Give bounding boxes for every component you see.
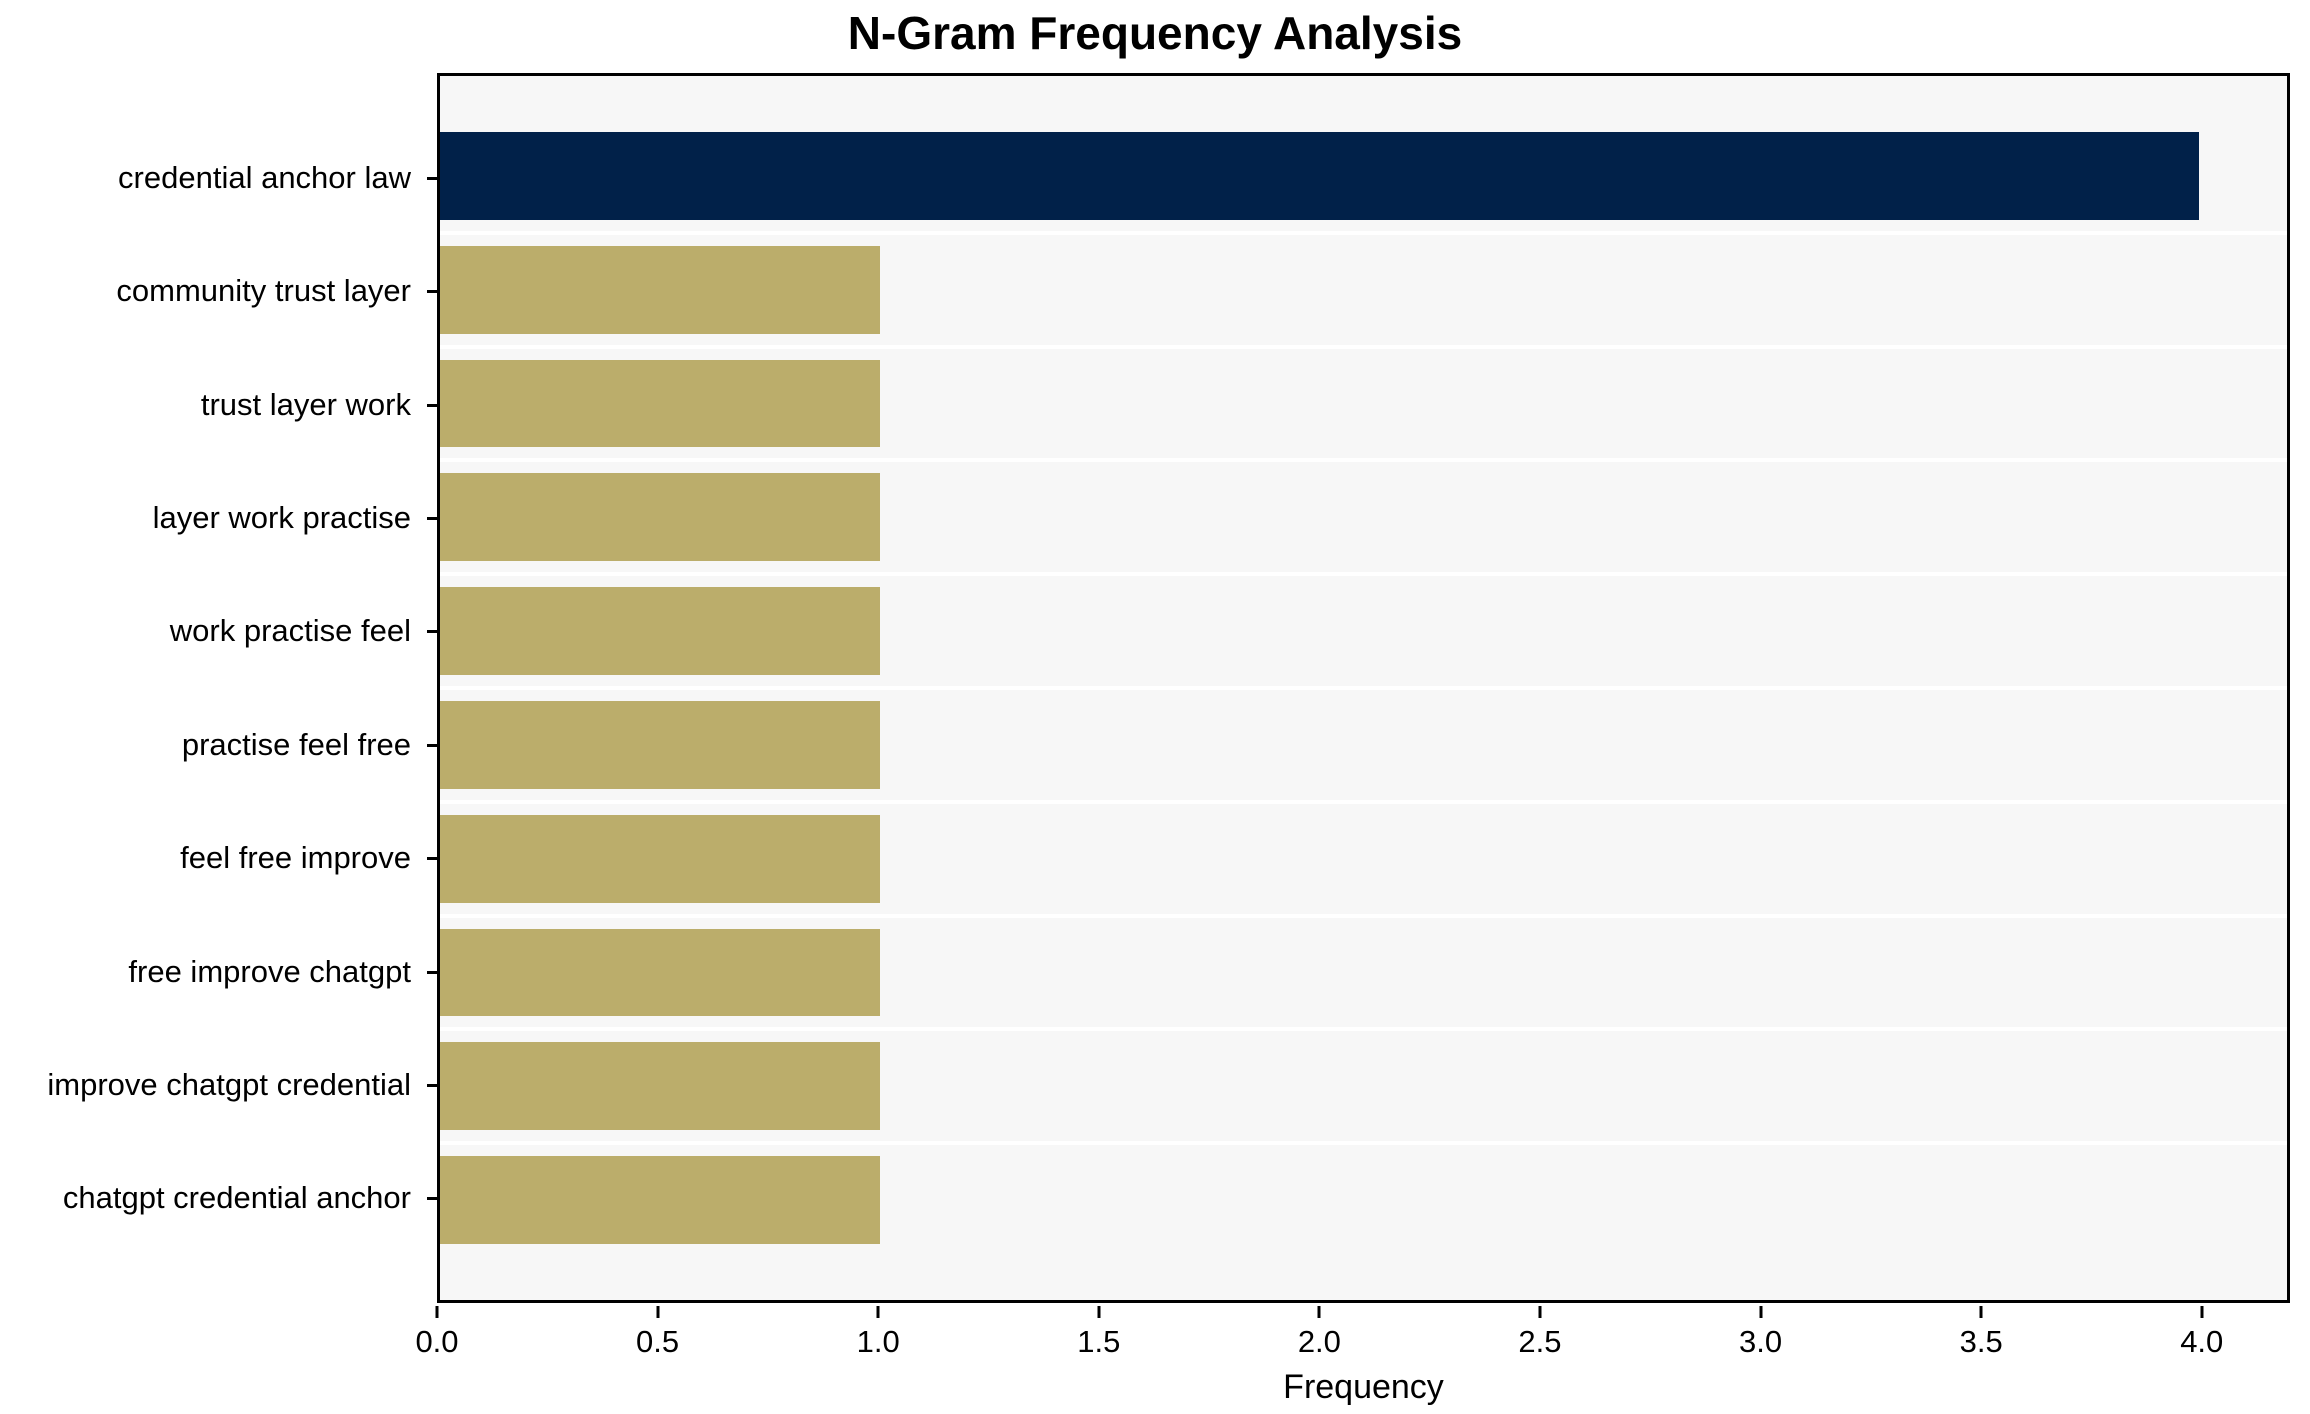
x-axis-title: Frequency (1283, 1368, 1444, 1406)
y-tick-mark (427, 516, 437, 520)
bar (440, 928, 880, 1017)
y-category-row: chatgpt credential anchor (0, 1142, 437, 1255)
y-tick-label: improve chatgpt credential (47, 1066, 411, 1102)
y-tick-label: practise feel free (181, 726, 411, 762)
bar-row (440, 121, 2287, 235)
y-tick-label: feel free improve (180, 840, 411, 876)
y-tick-label: trust layer work (200, 386, 411, 422)
bar (440, 1042, 880, 1131)
bar (440, 359, 880, 448)
y-tick-mark (427, 1197, 437, 1201)
y-category-row: improve chatgpt credential (0, 1028, 437, 1141)
x-tick-mark (2200, 1306, 2204, 1318)
bar-row (440, 462, 2287, 577)
y-tick-label: work practise feel (169, 613, 411, 649)
x-tick-mark (1538, 1306, 1542, 1318)
chart-title: N-Gram Frequency Analysis (847, 7, 1463, 59)
y-category-row: practise feel free (0, 688, 437, 801)
x-tick-mark (1097, 1306, 1101, 1318)
x-tick-label: 4.0 (2180, 1324, 2224, 1359)
y-category-row: free improve chatgpt (0, 915, 437, 1028)
x-axis: 0.0 0.5 1.0 1.5 2.0 2.5 3.0 3.5 4.0 (415, 1306, 2290, 1376)
y-category-row: credential anchor law (0, 121, 437, 234)
x-tick-mark (1979, 1306, 1983, 1318)
bar-row (440, 1145, 2287, 1255)
x-tick-mark (1317, 1306, 1321, 1318)
y-category-row: community trust layer (0, 234, 437, 347)
bar-row (440, 1031, 2287, 1146)
bar (440, 700, 880, 789)
y-category-row: feel free improve (0, 801, 437, 914)
y-category-row: trust layer work (0, 348, 437, 461)
y-tick-mark (427, 403, 437, 407)
y-tick-label: layer work practise (152, 499, 411, 535)
bar-row (440, 235, 2287, 349)
bar (440, 814, 880, 903)
bar-row (440, 690, 2287, 804)
bar-row (440, 918, 2287, 1032)
bar-rows (440, 121, 2287, 1255)
x-tick-label: 2.5 (1518, 1324, 1562, 1359)
y-tick-mark (427, 176, 437, 180)
x-tick-label: 1.0 (856, 1324, 900, 1359)
x-tick-label: 3.5 (1959, 1324, 2003, 1359)
x-tick-label: 2.0 (1297, 1324, 1341, 1359)
y-tick-label: credential anchor law (118, 159, 411, 195)
bar (440, 131, 2200, 220)
y-axis: credential anchor law community trust lay… (0, 73, 437, 1303)
y-category-row: layer work practise (0, 461, 437, 574)
x-tick-label: 1.5 (1077, 1324, 1121, 1359)
x-tick-mark (1759, 1306, 1763, 1318)
y-tick-mark (427, 743, 437, 747)
y-tick-label: free improve chatgpt (128, 953, 411, 989)
bar (440, 245, 880, 334)
y-tick-mark (427, 290, 437, 294)
bar (440, 473, 880, 562)
y-tick-label: community trust layer (116, 273, 411, 309)
x-tick-label: 0.5 (636, 1324, 680, 1359)
bar (440, 587, 880, 675)
plot-area (437, 73, 2290, 1303)
x-tick-mark (656, 1306, 660, 1318)
x-tick-label: 3.0 (1739, 1324, 1783, 1359)
x-tick-mark (435, 1306, 439, 1318)
y-tick-label: chatgpt credential anchor (62, 1180, 411, 1216)
bar (440, 1156, 880, 1244)
y-tick-mark (427, 1083, 437, 1087)
bar-row (440, 804, 2287, 918)
y-tick-mark (427, 857, 437, 861)
y-tick-mark (427, 970, 437, 974)
bar-row (440, 576, 2287, 690)
x-tick-label: 0.0 (415, 1324, 459, 1359)
y-tick-mark (427, 630, 437, 634)
bar-row (440, 349, 2287, 463)
y-category-row: work practise feel (0, 575, 437, 688)
x-tick-mark (876, 1306, 880, 1318)
